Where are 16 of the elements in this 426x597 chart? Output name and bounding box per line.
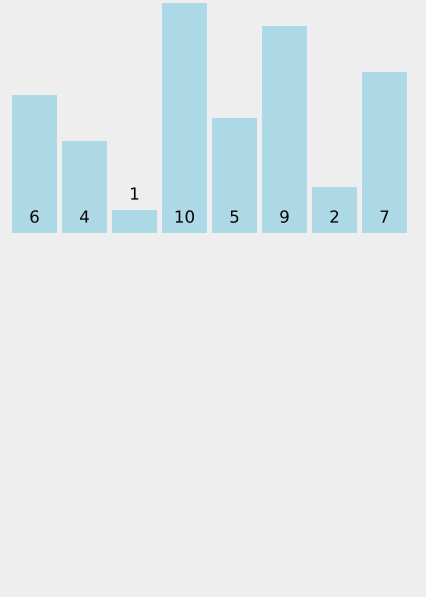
bar xyxy=(312,187,357,233)
data-label: 2 xyxy=(330,210,338,223)
data-label: 6 xyxy=(30,210,39,223)
data-label: 5 xyxy=(230,210,238,223)
bar xyxy=(262,26,307,233)
data-label: 10 xyxy=(176,210,194,223)
data-label: 4 xyxy=(80,210,89,223)
bar xyxy=(212,118,257,233)
bar xyxy=(12,95,57,233)
data-label: 7 xyxy=(380,210,388,223)
data-label: 9 xyxy=(280,210,289,223)
data-label: 1 xyxy=(131,188,138,200)
bar xyxy=(112,210,157,233)
bar xyxy=(62,141,107,233)
bar xyxy=(162,3,207,233)
bar xyxy=(362,72,407,233)
